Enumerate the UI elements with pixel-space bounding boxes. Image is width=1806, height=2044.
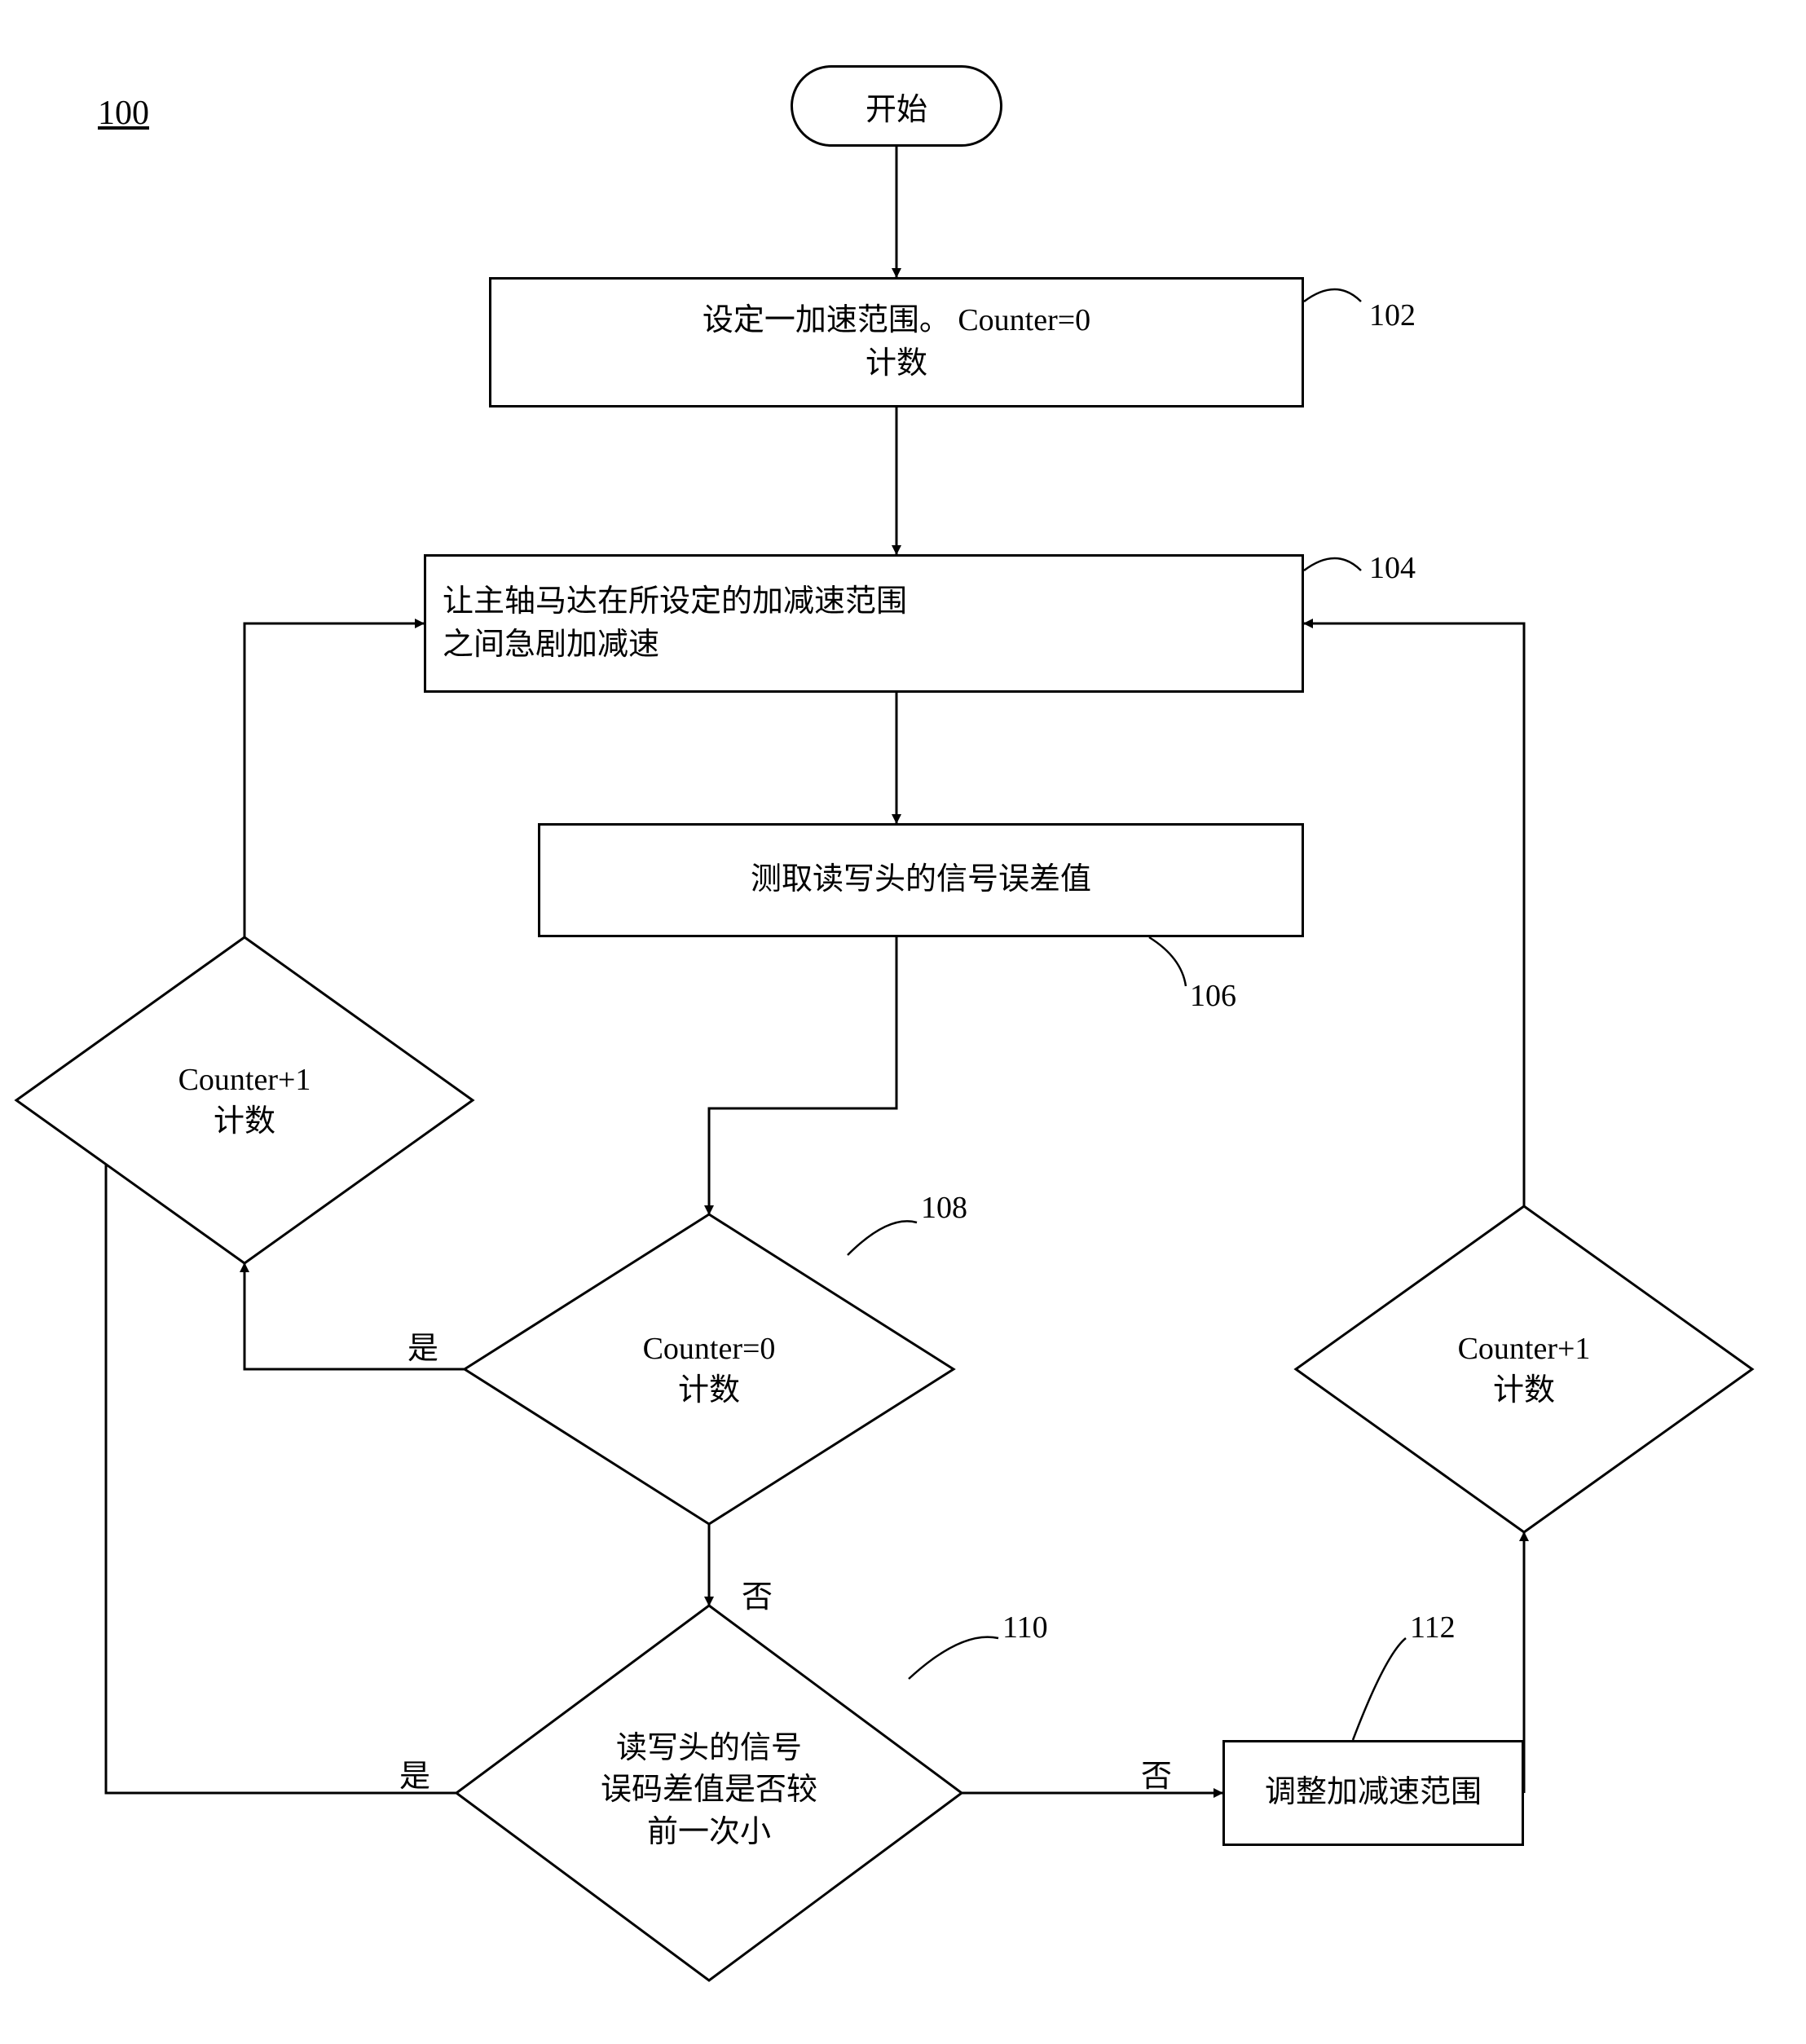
decision-right-text: Counter+1 计数: [1410, 1328, 1638, 1412]
edge-label-7: 是: [399, 1756, 430, 1798]
leader-108: [848, 1221, 917, 1255]
leader-110: [909, 1637, 998, 1679]
process-104: 让主轴马达在所设定的加减速范围 之间急剧加减速: [424, 554, 1304, 693]
process-106: 测取读写头的信号误差值: [538, 823, 1304, 937]
flowchart-canvas: 100 开始 设定一加速范围。 Counter=0 计数 102 让主轴马达在所…: [0, 0, 1806, 2044]
process-104-text: 让主轴马达在所设定的加减速范围 之间急剧加减速: [443, 580, 907, 667]
ref-108: 108: [921, 1190, 967, 1226]
edge-3: [709, 937, 896, 1214]
leader-112: [1353, 1638, 1406, 1740]
edge-label-5: 否: [742, 1577, 773, 1619]
decision-left-text: Counter+1 计数: [130, 1059, 359, 1143]
decision-108-text: Counter=0 计数: [587, 1328, 831, 1412]
ref-106: 106: [1190, 978, 1236, 1014]
ref-110: 110: [1002, 1610, 1048, 1645]
process-102: 设定一加速范围。 Counter=0 计数: [489, 277, 1304, 407]
leader-104: [1304, 558, 1361, 570]
edge-label-6: 否: [1141, 1756, 1172, 1798]
edge-label-4: 是: [407, 1328, 438, 1370]
decision-110-text: 读写头的信号 误码差值是否较 前一次小: [570, 1728, 848, 1853]
ref-104: 104: [1369, 550, 1416, 586]
edge-10: [1304, 623, 1524, 1206]
process-112-text: 调整加减速范围: [1265, 1771, 1482, 1814]
edge-8: [244, 623, 424, 937]
ref-102: 102: [1369, 297, 1416, 333]
start-terminator: 开始: [791, 65, 1002, 147]
process-106-text: 测取读写头的信号误差值: [751, 858, 1091, 901]
leader-102: [1304, 289, 1361, 302]
process-112: 调整加减速范围: [1222, 1740, 1524, 1846]
start-label: 开始: [866, 84, 927, 129]
ref-112: 112: [1410, 1610, 1456, 1645]
process-102-text: 设定一加速范围。 Counter=0 计数: [703, 299, 1090, 385]
leader-106: [1149, 937, 1186, 986]
